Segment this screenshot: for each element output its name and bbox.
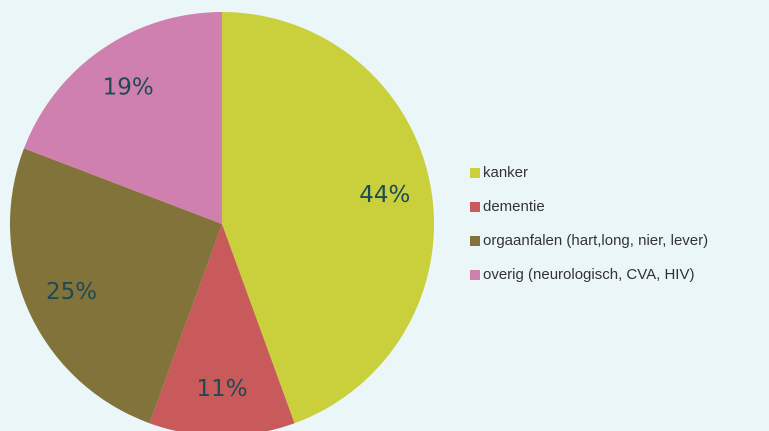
slice-label: 44%: [359, 182, 410, 208]
legend-label: dementie: [483, 198, 545, 215]
legend-label: kanker: [483, 164, 528, 181]
legend-swatch: [470, 202, 480, 212]
legend-swatch: [470, 168, 480, 178]
slice-label: 11%: [196, 376, 247, 402]
slice-label: 19%: [103, 74, 154, 100]
legend-swatch: [470, 270, 480, 280]
pie-slice: [149, 224, 295, 431]
legend-swatch: [470, 236, 480, 246]
slice-label: 25%: [46, 279, 97, 305]
pie-slice: [9, 148, 222, 424]
legend-label: overig (neurologisch, CVA, HIV): [483, 266, 694, 283]
legend-label: orgaanfalen (hart,long, nier, lever): [483, 232, 708, 249]
pie-slice: [222, 12, 435, 424]
pie-slice: [23, 12, 223, 224]
